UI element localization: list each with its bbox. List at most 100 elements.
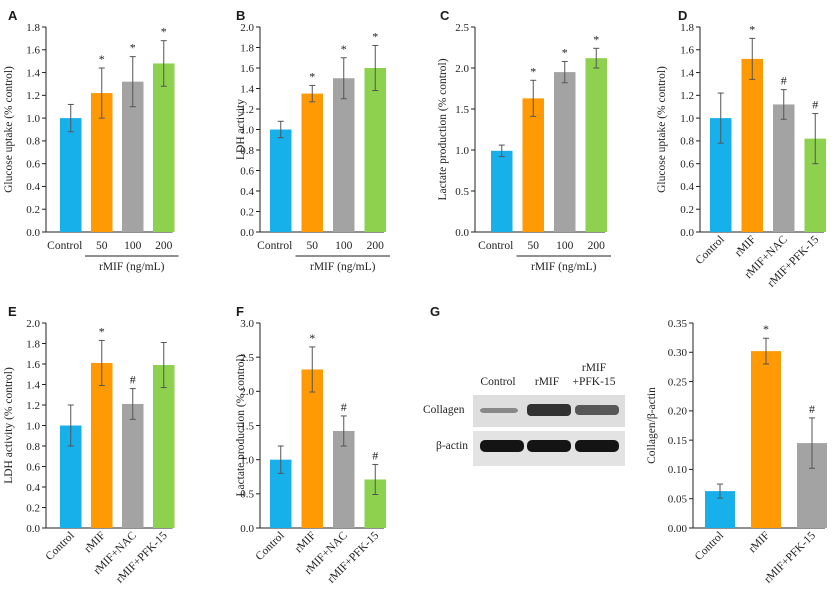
significance-mark: * <box>372 29 378 43</box>
panel-letter: F <box>236 304 244 319</box>
y-tick-label: 0.25 <box>668 376 688 388</box>
y-tick-label: 0.00 <box>668 523 688 535</box>
y-tick-label: 1.2 <box>240 104 254 116</box>
significance-mark: * <box>749 22 755 36</box>
x-tick-label: 100 <box>556 240 574 252</box>
y-tick-label: 1.2 <box>680 90 694 102</box>
x-tick-label: Control <box>47 240 82 252</box>
y-tick-label: 1.0 <box>240 124 254 136</box>
y-tick-label: 2.5 <box>455 22 469 34</box>
chart-panel-e: E 0.0 0.2 0.4 0.6 0.8 1.0 1.2 1.4 1.6 1.8 2.0 LDH ac… <box>3 304 175 586</box>
y-axis-label: Glucose uptake (% control) <box>656 66 668 193</box>
chart-panel-b: B 0.0 0.2 0.4 0.6 0.8 1.0 1.2 1.4 1.6 1.8 2.0 LDH ac… <box>235 8 390 273</box>
western-blot: G Control rMIF rMIF +PFK-15 Collagen β-actin <box>423 304 625 466</box>
y-tick-label: 0.0 <box>680 227 694 239</box>
significance-mark: * <box>99 324 105 338</box>
bar-control <box>60 425 82 528</box>
significance-mark: * <box>530 64 536 78</box>
x-tick-label: rMIF <box>82 530 108 556</box>
x-group-label: rMIF (ng/mL) <box>531 261 597 273</box>
panel-letter: B <box>236 8 245 23</box>
chart-panel-g: 0.00 0.05 0.10 0.15 0.20 0.25 0.30 0.35 Collagen… <box>646 318 827 586</box>
bar-rmif-nac <box>122 403 144 528</box>
bar-rmif-pfk-15 <box>804 138 826 232</box>
bar-100 <box>333 78 355 232</box>
significance-mark: # <box>809 402 815 416</box>
y-tick-label: 0.8 <box>680 136 694 148</box>
blot-row-label: β-actin <box>436 440 468 452</box>
panel-letter: A <box>8 8 18 23</box>
chart-panel-d: D 0.0 0.2 0.4 0.6 0.8 1.0 1.2 1.4 1.6 1.8 Glucose u… <box>656 8 826 290</box>
bar-rmif <box>91 362 113 528</box>
y-tick-label: 1.6 <box>680 45 694 57</box>
x-tick-label: 50 <box>528 240 540 252</box>
y-tick-label: 0.35 <box>668 318 688 330</box>
y-tick-label: 1.0 <box>680 113 694 125</box>
x-tick-label: Control <box>254 530 287 563</box>
bar-rmif-pfk-15 <box>153 365 175 528</box>
bar-rmif-pfk-15 <box>364 479 386 528</box>
x-tick-label: 100 <box>124 240 142 252</box>
chart-panel-c: C 0.0 0.5 1.0 1.5 2.0 2.5 Lactate production (%… <box>437 8 611 273</box>
y-tick-label: 1.5 <box>240 420 254 432</box>
significance-mark: * <box>309 69 315 83</box>
y-tick-label: 1.2 <box>26 90 40 102</box>
blot-lane-label: Control <box>480 376 515 388</box>
y-tick-label: 1.8 <box>26 22 40 34</box>
x-tick-label: rMIF <box>733 234 759 260</box>
y-tick-label: 0.6 <box>26 158 40 170</box>
significance-mark: * <box>593 32 599 46</box>
bar-control <box>710 118 732 232</box>
significance-mark: # <box>372 448 378 462</box>
y-tick-label: 2.0 <box>240 22 254 34</box>
y-tick-label: 0.5 <box>455 186 469 198</box>
y-tick-label: 0.2 <box>240 206 254 218</box>
significance-mark: * <box>99 52 105 66</box>
panel-letter: D <box>678 8 687 23</box>
collagen-band <box>480 408 518 413</box>
panel-letter: E <box>8 304 17 319</box>
x-tick-label: Control <box>257 240 292 252</box>
y-tick-label: 0.0 <box>455 227 469 239</box>
significance-mark: # <box>130 373 136 387</box>
blot-lane-label: rMIF <box>582 362 606 374</box>
y-tick-label: 1.4 <box>680 67 694 79</box>
y-tick-label: 1.6 <box>26 45 40 57</box>
x-tick-label: 100 <box>335 240 353 252</box>
y-tick-label: 1.8 <box>680 22 694 34</box>
y-tick-label: 1.5 <box>455 104 469 116</box>
x-tick-label: Control <box>44 530 77 563</box>
x-tick-label: 200 <box>588 240 606 252</box>
y-tick-label: 1.4 <box>26 379 40 391</box>
y-tick-label: 0.10 <box>668 464 688 476</box>
x-tick-label: 50 <box>96 240 108 252</box>
y-tick-label: 0.4 <box>26 181 40 193</box>
y-tick-label: 0.6 <box>680 158 694 170</box>
blot-lane-label: rMIF <box>535 376 559 388</box>
bar-200 <box>364 68 386 232</box>
panel-letter: G <box>430 304 440 319</box>
y-tick-label: 0.4 <box>26 482 40 494</box>
significance-mark: # <box>812 98 818 112</box>
y-axis-label: Lactate production (% control) <box>235 354 247 496</box>
x-tick-label: Control <box>694 234 727 267</box>
y-tick-label: 1.0 <box>26 113 40 125</box>
bar-rmif-nac <box>773 104 795 232</box>
y-tick-label: 1.8 <box>240 42 254 54</box>
bar-rmif-nac <box>333 430 355 528</box>
y-tick-label: 1.0 <box>455 145 469 157</box>
x-tick-label: rMIF <box>293 530 319 556</box>
y-tick-label: 0.8 <box>240 145 254 157</box>
y-tick-label: 0.2 <box>26 204 40 216</box>
significance-mark: * <box>763 322 769 336</box>
bar-control <box>270 459 292 528</box>
significance-mark: * <box>130 41 136 55</box>
y-tick-label: 1.0 <box>240 454 254 466</box>
y-tick-label: 0.4 <box>240 186 254 198</box>
y-axis-label: Lactate production (% control) <box>437 58 449 200</box>
y-tick-label: 0.5 <box>240 489 254 501</box>
y-axis-label: Collagen/β-actin <box>646 387 658 464</box>
y-tick-label: 2.0 <box>455 63 469 75</box>
y-tick-label: 1.8 <box>26 338 40 350</box>
